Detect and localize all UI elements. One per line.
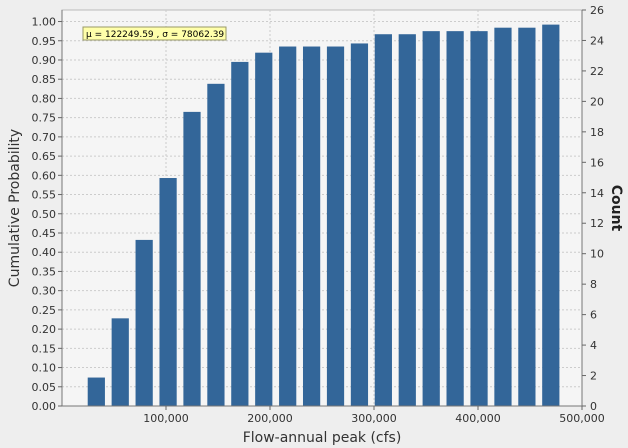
y2-tick-label: 16 xyxy=(590,156,604,169)
y2-tick-label: 6 xyxy=(590,309,597,322)
bar xyxy=(494,27,512,407)
bars xyxy=(87,24,560,407)
y-tick-label: 0.35 xyxy=(32,265,57,278)
bar xyxy=(111,318,129,406)
bar xyxy=(159,178,177,406)
y-tick-label: 0.05 xyxy=(32,381,57,394)
x-tick-label: 300,000 xyxy=(351,412,397,425)
bar xyxy=(255,52,273,407)
y-tick-label: 0.20 xyxy=(32,323,57,336)
y-tick-label: 0.40 xyxy=(32,246,57,259)
y2-tick-label: 18 xyxy=(590,126,604,139)
bar xyxy=(470,31,488,407)
bar xyxy=(518,27,536,407)
y-tick-label: 0.15 xyxy=(32,342,57,355)
bar xyxy=(326,46,345,407)
y2-tick-label: 10 xyxy=(590,248,604,261)
y2-tick-label: 0 xyxy=(590,400,597,413)
bar xyxy=(398,34,416,406)
y2-tick-label: 26 xyxy=(590,4,604,17)
y2-tick-label: 8 xyxy=(590,278,597,291)
y-tick-label: 0.90 xyxy=(32,54,57,67)
y-tick-label: 0.45 xyxy=(32,227,57,240)
y-tick-label: 0.00 xyxy=(32,400,57,413)
x-axis-ticks: 100,000 200,000 300,000 400,000 500,000 xyxy=(143,406,605,425)
x-tick-label: 200,000 xyxy=(247,412,293,425)
bar xyxy=(350,43,369,406)
y-tick-label: 0.60 xyxy=(32,169,57,182)
y-tick-label: 0.85 xyxy=(32,73,57,86)
y2-axis-title: Count xyxy=(608,185,624,232)
y-tick-label: 0.75 xyxy=(32,112,57,125)
y-tick-label: 0.65 xyxy=(32,150,57,163)
y-tick-label: 0.50 xyxy=(32,208,57,221)
y-tick-label: 0.30 xyxy=(32,285,57,298)
bar xyxy=(542,24,560,406)
bar xyxy=(207,83,225,406)
axes xyxy=(61,10,583,407)
y-tick-label: 0.55 xyxy=(32,189,57,202)
bar xyxy=(135,239,153,406)
bar xyxy=(87,377,105,406)
stats-annotation-box xyxy=(82,26,227,41)
x-axis-title: Flow-annual peak (cfs) xyxy=(243,430,402,446)
y-tick-label: 0.95 xyxy=(32,35,57,48)
bar xyxy=(422,31,440,407)
bar xyxy=(446,31,464,407)
y-tick-label: 0.80 xyxy=(32,92,57,105)
bar xyxy=(183,111,201,407)
bar xyxy=(279,46,297,407)
stats-annotation: μ = 122249.59 , σ = 78062.39 xyxy=(82,26,227,41)
y2-tick-label: 20 xyxy=(590,95,604,108)
y2-tick-label: 4 xyxy=(590,339,597,352)
bar xyxy=(231,61,249,406)
x-tick-label: 100,000 xyxy=(143,412,189,425)
y-tick-label: 0.10 xyxy=(32,362,57,375)
y-tick-label: 0.70 xyxy=(32,131,57,144)
x-tick-label: 400,000 xyxy=(455,412,501,425)
y2-tick-label: 24 xyxy=(590,34,604,47)
x-tick-label: 500,000 xyxy=(559,412,605,425)
y-tick-label: 0.25 xyxy=(32,304,57,317)
stats-annotation-text: μ = 122249.59 , σ = 78062.39 xyxy=(86,30,224,40)
y2-tick-label: 2 xyxy=(590,370,597,383)
y2-tick-label: 12 xyxy=(590,217,604,230)
y2-tick-label: 22 xyxy=(590,65,604,78)
y-axis-title: Cumulative Probability xyxy=(7,129,23,287)
bar xyxy=(302,46,321,407)
y2-tick-label: 14 xyxy=(590,187,604,200)
y-tick-label: 1.00 xyxy=(32,16,57,29)
y-axis-ticks: 0.00 0.05 0.10 0.15 0.20 0.25 0.30 0.35 0.40 0.45… xyxy=(32,16,62,413)
bar xyxy=(374,34,392,406)
